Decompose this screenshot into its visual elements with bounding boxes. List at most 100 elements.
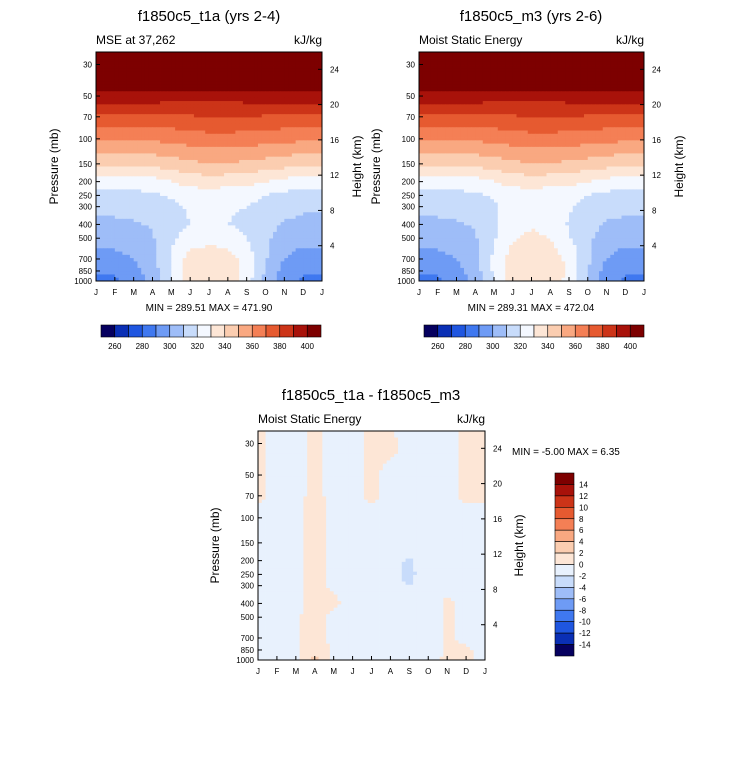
field-cell [133,169,138,174]
field-cell [114,58,119,63]
field-cell [118,91,123,95]
field-cell [167,68,172,73]
field-cell [246,94,251,99]
field-cell [303,74,308,79]
field-cell [250,277,255,282]
field-cell [216,68,221,73]
field-cell [197,258,202,262]
field-cell [246,101,251,105]
field-cell [111,209,116,213]
field-cell [122,212,127,216]
field-cell [276,78,281,82]
field-cell [306,163,312,167]
field-cell [96,173,101,177]
field-cell [261,176,266,180]
field-cell [160,143,165,148]
field-cell [231,176,236,180]
field-cell [227,222,232,226]
field-cell [114,274,119,279]
field-cell [201,274,206,279]
field-cell [318,251,323,256]
field-cell [224,84,229,89]
field-cell [299,81,304,86]
field-cell [126,264,131,269]
field-cell [242,110,248,115]
field-cell [167,267,172,272]
field-cell [114,189,119,194]
field-cell [216,241,221,246]
field-cell [610,52,615,56]
field-cell [512,55,517,59]
field-cell [103,91,108,95]
field-cell [190,163,195,167]
field-cell [303,264,308,269]
field-cell [467,74,472,79]
field-cell [209,146,214,151]
field-cell [99,241,104,246]
field-cell [171,130,176,135]
field-cell [310,166,315,171]
field-cell [231,182,236,187]
field-cell [171,68,176,73]
field-cell [156,222,161,226]
field-cell [133,261,138,266]
field-cell [178,182,184,187]
field-cell [291,235,297,239]
field-cell [137,182,142,187]
field-cell [167,156,172,161]
field-cell [479,87,484,92]
field-cell [220,202,225,207]
field-cell [144,91,150,95]
field-cell [246,215,251,220]
field-cell [171,101,176,105]
field-cell [178,84,184,89]
field-cell [284,267,289,272]
field-cell [261,238,266,243]
field-cell [209,150,214,154]
field-cell [299,71,304,76]
field-cell [182,55,187,59]
field-cell [129,241,135,246]
field-cell [437,55,442,59]
field-cell [201,127,206,131]
field-cell [299,248,304,252]
field-cell [205,94,210,99]
field-cell [114,104,119,109]
field-cell [261,87,266,92]
field-cell [284,65,289,69]
field-cell [122,133,127,138]
x-tick-label: J [188,288,192,297]
field-cell [227,218,232,223]
field-cell [239,97,244,102]
field-cell [178,61,184,66]
field-cell [269,150,274,154]
field-cell [212,254,217,259]
field-cell [310,205,315,210]
field-cell [144,274,150,279]
field-cell [261,195,266,200]
field-cell [99,192,104,197]
field-cell [129,215,135,220]
field-cell [426,65,431,69]
field-cell [216,137,221,141]
field-cell [175,261,180,266]
field-cell [273,137,278,141]
field-cell [118,81,123,86]
field-cell [520,81,525,86]
field-cell [197,173,202,177]
field-cell [546,71,551,76]
field-cell [242,258,248,262]
field-cell [107,91,112,95]
field-cell [486,68,491,73]
field-cell [201,74,206,79]
field-cell [254,261,259,266]
field-cell [227,176,232,180]
field-cell [242,218,248,223]
field-cell [505,58,510,63]
field-cell [227,101,232,105]
field-cell [318,101,323,105]
field-cell [96,186,101,190]
field-cell [273,245,278,249]
field-cell [216,81,221,86]
field-cell [156,173,161,177]
